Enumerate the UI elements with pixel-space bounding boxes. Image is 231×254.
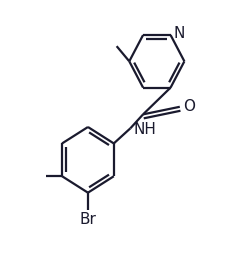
Text: N: N	[173, 26, 185, 41]
Text: Br: Br	[79, 212, 96, 227]
Text: O: O	[183, 99, 195, 114]
Text: NH: NH	[134, 122, 157, 137]
